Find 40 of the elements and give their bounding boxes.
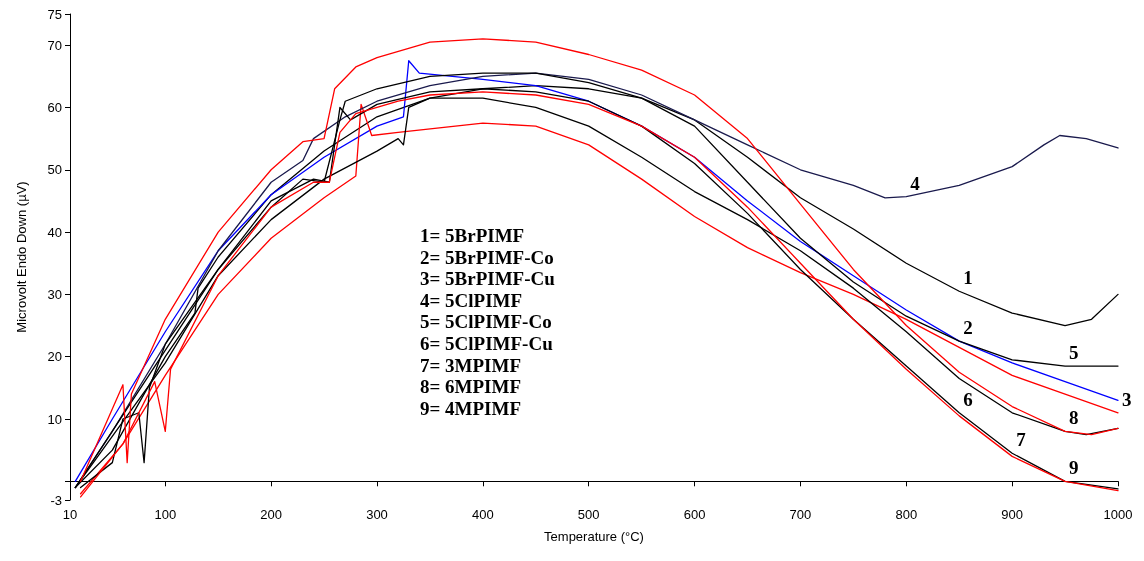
y-tick-label: -3 <box>50 492 62 508</box>
y-tick-label: 30 <box>47 286 62 302</box>
x-tick-label: 900 <box>1001 507 1023 522</box>
annotation: 9 <box>1069 457 1079 479</box>
x-tick-label: 300 <box>366 507 388 522</box>
annotation: 3= 5BrPIMF-Cu <box>420 268 556 290</box>
annotation: 5 <box>1069 342 1079 364</box>
y-tick-label: 50 <box>47 162 62 178</box>
x-tick-label: 600 <box>683 507 706 522</box>
x-tick-label: 1000 <box>1103 507 1133 522</box>
annotation: 2= 5BrPIMF-Co <box>420 246 554 268</box>
annotation: 4 <box>910 172 921 194</box>
x-axis-title: Temperature (°C) <box>544 529 644 544</box>
annotation: 7 <box>1016 429 1027 451</box>
y-tick-label: 10 <box>47 411 62 427</box>
y-tick-label: 20 <box>47 349 62 365</box>
annotation: 3 <box>1122 388 1132 410</box>
y-tick-label: 75 <box>47 6 62 22</box>
annotation: 6 <box>963 388 973 410</box>
x-tick-label: 100 <box>154 507 177 522</box>
annotation: 2 <box>963 317 973 339</box>
x-tick-label: 10 <box>62 507 78 522</box>
annotation: 1 <box>963 267 973 289</box>
x-tick-label: 200 <box>260 507 282 522</box>
y-tick-label: 60 <box>47 99 62 115</box>
annotation: 8 <box>1069 407 1079 429</box>
y-tick-label: 70 <box>47 37 62 53</box>
annotation: 1= 5BrPIMF <box>420 225 525 246</box>
x-tick-label: 500 <box>577 507 600 522</box>
annotation: 6= 5ClPIMF-Cu <box>420 333 554 354</box>
x-tick-label: 800 <box>895 507 918 522</box>
x-tick-label: 700 <box>789 507 812 522</box>
annotation: 9= 4MPIMF <box>420 397 522 419</box>
annotation: 5= 5ClPIMF-Co <box>420 311 552 333</box>
x-tick-label: 400 <box>472 507 494 522</box>
y-tick-label: 40 <box>47 224 62 240</box>
annotation: 4= 5ClPIMF <box>420 289 523 311</box>
annotation: 8= 6MPIMF <box>420 376 522 398</box>
annotation: 7= 3MPIMF <box>420 354 522 376</box>
y-axis-title: Microvolt Endo Down (µV) <box>14 181 29 333</box>
